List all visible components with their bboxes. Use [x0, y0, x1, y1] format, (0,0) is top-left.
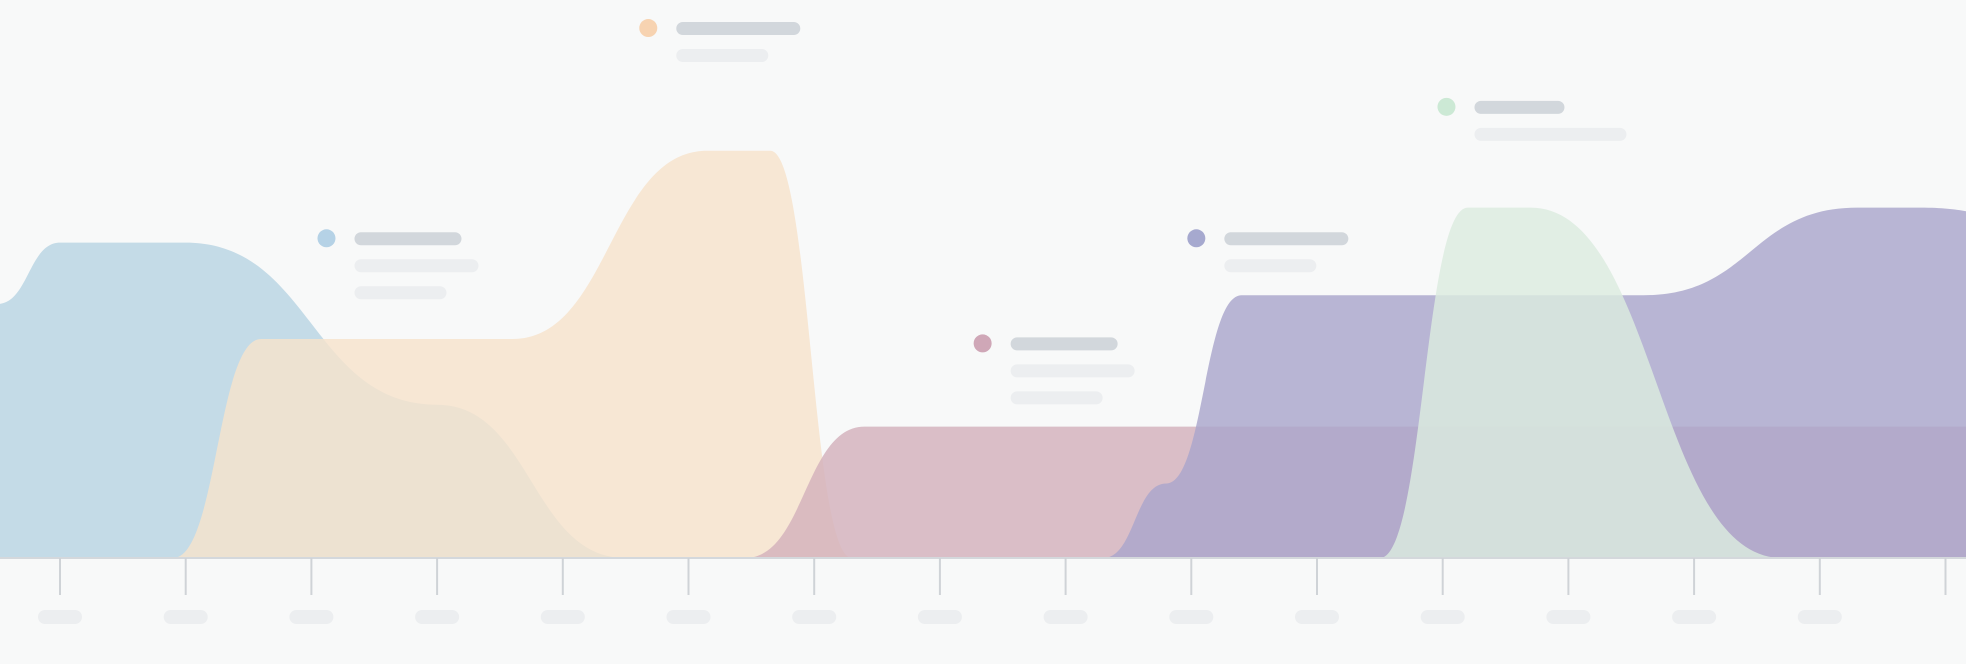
x-tick-label-11 [1295, 610, 1339, 624]
callout-title-bar [1224, 232, 1349, 246]
callout-title-bar [676, 22, 801, 36]
x-tick-label-6 [666, 610, 711, 624]
callout-marker [1187, 229, 1206, 248]
callout-marker [1437, 97, 1456, 116]
callout-series-2 [639, 19, 801, 63]
x-tick-label-1 [38, 610, 82, 624]
series-area-2 [173, 150, 852, 558]
callout-series-3 [973, 334, 1135, 405]
x-tick-label-9 [1043, 610, 1088, 624]
x-tick-label-3 [289, 610, 334, 624]
callout-detail-bar [354, 259, 479, 273]
x-tick-label-8 [917, 610, 962, 624]
callout-series-4 [1187, 229, 1349, 273]
callout-marker [973, 334, 992, 353]
x-tick-label-10 [1169, 610, 1214, 624]
series-area-5 [1379, 207, 1783, 558]
callout-series-5 [1437, 97, 1627, 141]
callout-title-bar [1010, 337, 1118, 351]
series-areas [0, 150, 1966, 558]
x-tick-label-12 [1420, 610, 1465, 624]
x-tick-label-4 [415, 610, 460, 624]
callout-marker [639, 19, 658, 38]
callout-series-1 [317, 229, 479, 300]
x-tick-label-7 [792, 610, 837, 624]
series-callouts [317, 19, 1627, 405]
x-axis-ticks [38, 558, 1947, 624]
callout-title-bar [1474, 100, 1565, 114]
callout-detail-bar [1010, 391, 1103, 405]
callout-detail-bar [1224, 259, 1317, 273]
x-tick-label-15 [1797, 610, 1842, 624]
x-tick-label-14 [1672, 610, 1717, 624]
x-tick-label-5 [540, 610, 585, 624]
callout-detail-bar [1010, 364, 1135, 378]
callout-detail-bar [354, 286, 447, 300]
callout-detail-bar [676, 49, 769, 63]
x-tick-label-2 [163, 610, 208, 624]
x-tick-label-13 [1546, 610, 1591, 624]
callout-marker [317, 229, 336, 248]
callout-detail-bar [1474, 127, 1627, 141]
callout-title-bar [354, 232, 462, 246]
